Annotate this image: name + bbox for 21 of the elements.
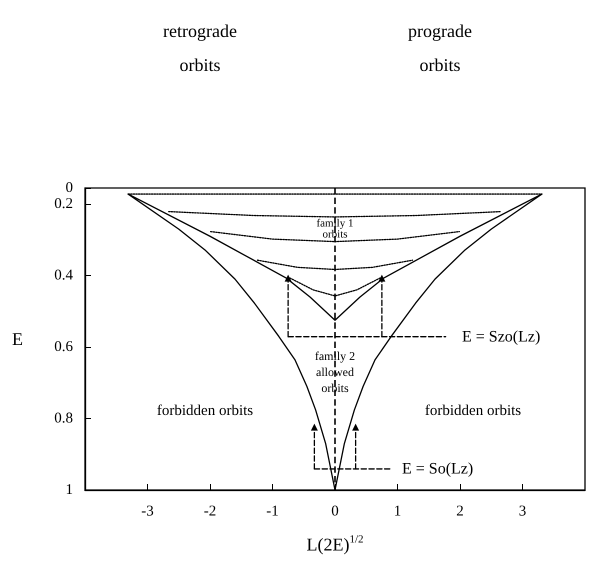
x-tick-label: 1 — [394, 504, 402, 520]
x-tick-label: -1 — [266, 504, 279, 520]
y-tick-label: 0.8 — [54, 410, 73, 427]
x-tick-label: -3 — [141, 504, 154, 520]
text: prograde orbits — [408, 21, 472, 75]
x-tick-label: 3 — [518, 504, 526, 520]
x-tick-label: 0 — [331, 504, 339, 520]
y-tick-label: 1 — [66, 482, 73, 498]
annotation: forbidden orbits — [424, 403, 522, 419]
annotation: family 1 orbits — [316, 218, 354, 240]
annotation: E = Szo(Lz) — [462, 328, 540, 346]
x-tick-label: 2 — [456, 504, 464, 520]
y-tick-label: 0 — [66, 180, 73, 196]
annotation: E = So(Lz) — [402, 460, 474, 478]
x-tick-label: -2 — [204, 504, 216, 520]
y-axis-title: E — [12, 329, 23, 349]
text: retrograde orbits — [163, 21, 237, 75]
y-tick-label: 0.2 — [54, 196, 73, 212]
y-tick-label: 0.6 — [54, 339, 74, 356]
annotation: forbidden orbits — [156, 403, 254, 419]
y-tick-label: 0.4 — [54, 268, 74, 284]
